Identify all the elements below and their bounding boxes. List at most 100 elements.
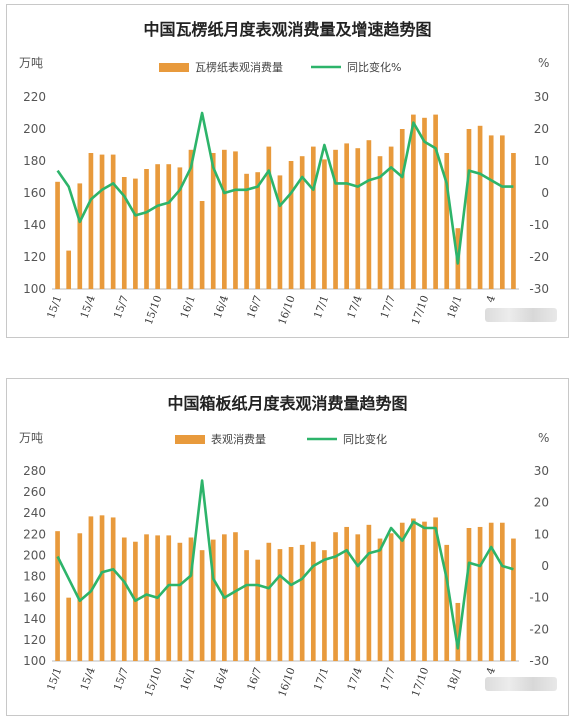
chart-panel-corrugated: 中国瓦楞纸月度表观消费量及增速趋势图 万吨% 瓦楞纸表观消费量 同比变化% 100 120… bbox=[6, 4, 569, 338]
y-tick-left: 120 bbox=[23, 250, 46, 264]
y-tick-left: 160 bbox=[23, 186, 46, 200]
legend-swatch-bar bbox=[175, 435, 205, 444]
legend-label-line: 同比变化% bbox=[347, 60, 401, 74]
bar bbox=[210, 539, 216, 661]
bar bbox=[155, 164, 160, 289]
bar bbox=[433, 114, 438, 289]
bar bbox=[144, 169, 149, 289]
chart-panel-containerboard: 中国箱板纸月度表观消费量趋势图 万吨% 表观消费量 同比变化 100 120 140 160 1… bbox=[6, 378, 569, 716]
bar bbox=[466, 528, 472, 661]
bar bbox=[433, 517, 438, 661]
bar bbox=[377, 538, 383, 661]
bar bbox=[299, 544, 305, 661]
bar bbox=[99, 515, 105, 661]
series-line-yoy bbox=[56, 111, 514, 265]
y-tick-right: 0 bbox=[541, 186, 549, 200]
y-tick-right: -20 bbox=[529, 622, 549, 636]
y-tick-left: 100 bbox=[23, 654, 46, 668]
y-tick-right: 10 bbox=[534, 527, 549, 541]
x-tick-label: 15/1 bbox=[45, 666, 64, 692]
y-tick-right: -30 bbox=[529, 654, 549, 668]
x-tick-label: 16/7 bbox=[245, 666, 264, 692]
x-tick-label: 17/1 bbox=[312, 294, 331, 320]
chart-title: 中国箱板纸月度表观消费量趋势图 bbox=[167, 394, 407, 413]
y-tick-right: 10 bbox=[534, 154, 549, 168]
bar bbox=[322, 550, 327, 661]
bar bbox=[66, 250, 72, 289]
x-tick-label: 15/4 bbox=[78, 666, 97, 693]
y-tick-left: 200 bbox=[23, 122, 46, 136]
y-tick-left: 260 bbox=[23, 485, 46, 499]
y-tick-right: 20 bbox=[534, 122, 549, 136]
bar bbox=[244, 173, 249, 289]
legend-label-bar: 表观消费量 bbox=[211, 432, 266, 446]
legend-label-bar: 瓦楞纸表观消费量 bbox=[195, 60, 283, 74]
x-tick-label: 15/1 bbox=[45, 294, 64, 320]
bar bbox=[277, 549, 283, 661]
bar bbox=[310, 541, 316, 661]
bar bbox=[366, 140, 372, 289]
y-tick-right: -30 bbox=[529, 282, 549, 296]
bar bbox=[488, 522, 494, 661]
y-tick-left: 200 bbox=[23, 548, 46, 562]
bar bbox=[77, 533, 83, 661]
x-tick-label: 16/1 bbox=[178, 294, 197, 320]
bar bbox=[199, 201, 205, 289]
y-tick-left: 140 bbox=[23, 612, 46, 626]
bar bbox=[222, 149, 227, 289]
bar bbox=[266, 542, 272, 661]
bar bbox=[388, 146, 394, 289]
bar bbox=[366, 524, 372, 661]
bar bbox=[399, 129, 405, 289]
bar bbox=[388, 533, 394, 661]
bar bbox=[244, 550, 249, 661]
y-tick-left: 140 bbox=[23, 218, 46, 232]
bar bbox=[399, 522, 405, 661]
bar bbox=[233, 532, 238, 661]
bar bbox=[255, 172, 261, 289]
bar bbox=[355, 534, 361, 661]
bar bbox=[344, 143, 349, 289]
y-tick-left: 240 bbox=[23, 506, 46, 520]
bar bbox=[199, 550, 205, 661]
x-tick-label: 15/7 bbox=[112, 666, 131, 692]
x-tick-label: 16/7 bbox=[245, 294, 264, 320]
x-tick-label: 18/1 bbox=[445, 666, 464, 692]
bar bbox=[121, 537, 127, 661]
bar bbox=[466, 129, 472, 289]
bar bbox=[411, 114, 416, 289]
bar bbox=[288, 161, 294, 289]
bar bbox=[310, 146, 316, 289]
bar bbox=[166, 535, 172, 661]
bar bbox=[422, 521, 427, 661]
x-tick-label: 17/10 bbox=[410, 666, 432, 699]
bar bbox=[177, 167, 183, 289]
y-tick-left: 280 bbox=[23, 464, 46, 478]
x-tick-label: 4 bbox=[484, 666, 498, 677]
bar bbox=[188, 149, 194, 289]
bar bbox=[177, 542, 183, 661]
bar bbox=[455, 602, 461, 661]
bar bbox=[344, 526, 349, 661]
x-tick-label: 15/7 bbox=[112, 294, 131, 320]
x-tick-label: 15/10 bbox=[143, 666, 165, 699]
bar bbox=[411, 518, 416, 661]
bar bbox=[499, 135, 505, 289]
bar bbox=[511, 538, 516, 661]
y-tick-left: 180 bbox=[23, 570, 46, 584]
x-tick-label: 17/7 bbox=[379, 666, 398, 692]
bar bbox=[333, 532, 338, 661]
bar bbox=[144, 534, 149, 661]
bar bbox=[88, 153, 94, 289]
watermark bbox=[485, 677, 557, 691]
x-tick-label: 4 bbox=[484, 294, 498, 305]
bar bbox=[110, 154, 116, 289]
y-tick-right: -10 bbox=[529, 218, 549, 232]
y-tick-right: 0 bbox=[541, 559, 549, 573]
bar bbox=[444, 544, 450, 661]
bar bbox=[133, 178, 138, 289]
bar bbox=[422, 117, 427, 289]
x-tick-label: 17/10 bbox=[410, 294, 432, 327]
bar bbox=[166, 164, 172, 289]
